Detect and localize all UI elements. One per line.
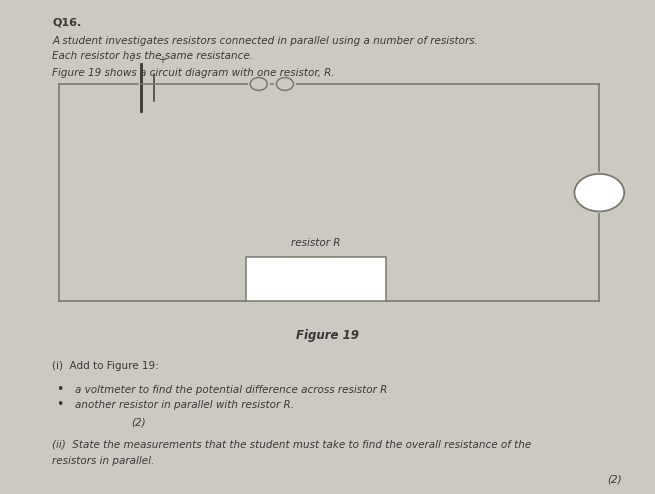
- Text: A student investigates resistors connected in parallel using a number of resisto: A student investigates resistors connect…: [52, 36, 478, 45]
- Text: (ii)  State the measurements that the student must take to find the overall resi: (ii) State the measurements that the stu…: [52, 440, 532, 450]
- Text: Figure 19: Figure 19: [296, 329, 359, 341]
- Text: (i)  Add to Figure 19:: (i) Add to Figure 19:: [52, 361, 159, 370]
- Text: (2): (2): [608, 474, 622, 484]
- Text: another resistor in parallel with resistor R.: another resistor in parallel with resist…: [75, 400, 294, 410]
- Text: a voltmeter to find the potential difference across resistor R: a voltmeter to find the potential differ…: [75, 385, 388, 395]
- Text: -: -: [129, 55, 133, 65]
- Text: Figure 19 shows a circuit diagram with one resistor, R.: Figure 19 shows a circuit diagram with o…: [52, 68, 335, 78]
- Circle shape: [574, 174, 624, 211]
- Text: Q16.: Q16.: [52, 17, 82, 27]
- Text: resistor R: resistor R: [291, 238, 341, 248]
- Text: +: +: [158, 55, 166, 65]
- Text: A: A: [595, 188, 604, 198]
- Circle shape: [276, 78, 293, 90]
- Circle shape: [250, 78, 267, 90]
- Text: resistors in parallel.: resistors in parallel.: [52, 456, 155, 466]
- Bar: [246, 257, 386, 301]
- Text: Each resistor has the same resistance.: Each resistor has the same resistance.: [52, 51, 253, 61]
- Text: •: •: [56, 398, 63, 411]
- Text: (2): (2): [131, 417, 145, 427]
- Text: •: •: [56, 383, 63, 396]
